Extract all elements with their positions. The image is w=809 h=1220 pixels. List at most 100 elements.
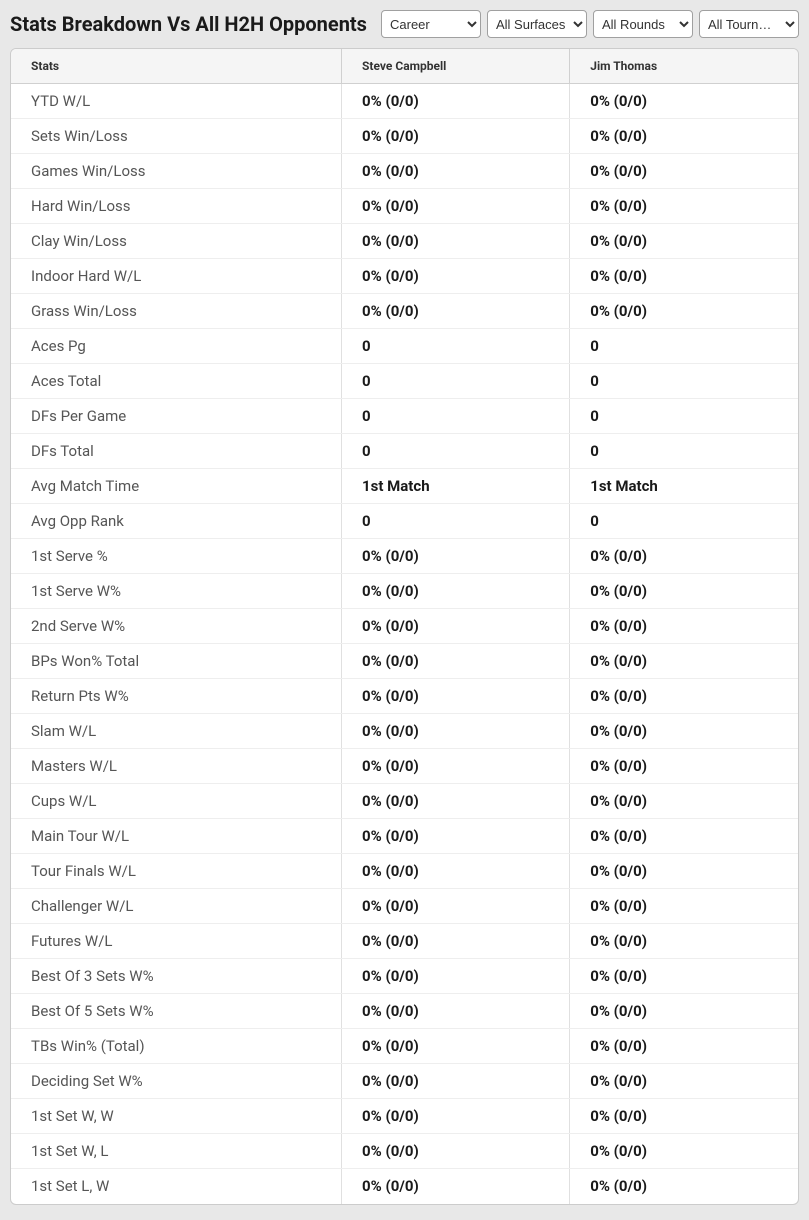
stat-label: Hard Win/Loss — [11, 189, 342, 224]
stat-value: 0% (0/0) — [342, 1099, 570, 1134]
stat-value: 0% (0/0) — [570, 1099, 798, 1134]
stat-label: Futures W/L — [11, 924, 342, 959]
stat-label: YTD W/L — [11, 84, 342, 119]
stat-value: 0% (0/0) — [570, 784, 798, 819]
stat-value: 0% (0/0) — [342, 854, 570, 889]
table-row: 1st Set W, L0% (0/0)0% (0/0) — [11, 1134, 798, 1169]
table-row: Best Of 3 Sets W%0% (0/0)0% (0/0) — [11, 959, 798, 994]
stat-label: 2nd Serve W% — [11, 609, 342, 644]
table-row: Best Of 5 Sets W%0% (0/0)0% (0/0) — [11, 994, 798, 1029]
table-row: Sets Win/Loss0% (0/0)0% (0/0) — [11, 119, 798, 154]
stat-value: 0% (0/0) — [342, 889, 570, 924]
stat-label: 1st Set L, W — [11, 1169, 342, 1204]
table-row: 1st Serve %0% (0/0)0% (0/0) — [11, 539, 798, 574]
stat-label: Clay Win/Loss — [11, 224, 342, 259]
stat-value: 0% (0/0) — [570, 749, 798, 784]
stat-label: TBs Win% (Total) — [11, 1029, 342, 1064]
stat-value: 0% (0/0) — [570, 1064, 798, 1099]
stat-label: Avg Match Time — [11, 469, 342, 504]
stat-label: Best Of 5 Sets W% — [11, 994, 342, 1029]
table-row: Challenger W/L0% (0/0)0% (0/0) — [11, 889, 798, 924]
stat-value: 0 — [342, 399, 570, 434]
stat-value: 0% (0/0) — [570, 1169, 798, 1204]
stat-value: 0% (0/0) — [342, 644, 570, 679]
stat-value: 0% (0/0) — [570, 679, 798, 714]
header-stats: Stats — [11, 49, 342, 84]
stat-value: 0% (0/0) — [570, 994, 798, 1029]
stats-table: Stats Steve Campbell Jim Thomas YTD W/L0… — [11, 49, 798, 1204]
table-row: 1st Serve W%0% (0/0)0% (0/0) — [11, 574, 798, 609]
table-row: Return Pts W%0% (0/0)0% (0/0) — [11, 679, 798, 714]
stat-value: 0 — [342, 434, 570, 469]
stat-label: Deciding Set W% — [11, 1064, 342, 1099]
stat-value: 0% (0/0) — [570, 574, 798, 609]
stat-value: 0% (0/0) — [570, 959, 798, 994]
stat-value: 0% (0/0) — [570, 1134, 798, 1169]
table-row: Avg Opp Rank00 — [11, 504, 798, 539]
rounds-select[interactable]: All Rounds — [593, 10, 693, 38]
stat-value: 0% (0/0) — [342, 224, 570, 259]
stat-value: 0% (0/0) — [570, 84, 798, 119]
stat-label: Tour Finals W/L — [11, 854, 342, 889]
stat-value: 1st Match — [342, 469, 570, 504]
stat-value: 0% (0/0) — [570, 189, 798, 224]
table-row: 1st Set W, W0% (0/0)0% (0/0) — [11, 1099, 798, 1134]
stat-value: 0% (0/0) — [342, 574, 570, 609]
stat-value: 0% (0/0) — [570, 714, 798, 749]
stat-value: 0 — [570, 329, 798, 364]
table-row: Cups W/L0% (0/0)0% (0/0) — [11, 784, 798, 819]
table-row: Main Tour W/L0% (0/0)0% (0/0) — [11, 819, 798, 854]
stat-value: 0 — [342, 504, 570, 539]
stat-value: 0 — [342, 364, 570, 399]
stat-value: 0% (0/0) — [570, 889, 798, 924]
stat-value: 0 — [570, 434, 798, 469]
stat-value: 0% (0/0) — [342, 84, 570, 119]
stat-value: 0% (0/0) — [570, 819, 798, 854]
stat-value: 0% (0/0) — [570, 609, 798, 644]
table-row: DFs Per Game00 — [11, 399, 798, 434]
tournaments-select[interactable]: All Tourn… — [699, 10, 799, 38]
stat-value: 0% (0/0) — [570, 154, 798, 189]
stat-label: 1st Set W, L — [11, 1134, 342, 1169]
table-row: DFs Total00 — [11, 434, 798, 469]
table-row: 1st Set L, W0% (0/0)0% (0/0) — [11, 1169, 798, 1204]
table-header-row: Stats Steve Campbell Jim Thomas — [11, 49, 798, 84]
filters-container: Career All Surfaces All Rounds All Tourn… — [381, 10, 799, 38]
stat-value: 0% (0/0) — [570, 294, 798, 329]
stat-value: 0% (0/0) — [342, 119, 570, 154]
stat-value: 0% (0/0) — [342, 819, 570, 854]
header-player2: Jim Thomas — [570, 49, 798, 84]
career-select[interactable]: Career — [381, 10, 481, 38]
stat-value: 0% (0/0) — [342, 994, 570, 1029]
table-row: Avg Match Time1st Match1st Match — [11, 469, 798, 504]
stat-value: 0% (0/0) — [342, 1064, 570, 1099]
stat-value: 0% (0/0) — [342, 959, 570, 994]
surfaces-select[interactable]: All Surfaces — [487, 10, 587, 38]
stat-label: Main Tour W/L — [11, 819, 342, 854]
stat-label: Masters W/L — [11, 749, 342, 784]
table-row: Grass Win/Loss0% (0/0)0% (0/0) — [11, 294, 798, 329]
stat-value: 0% (0/0) — [342, 294, 570, 329]
table-row: Indoor Hard W/L0% (0/0)0% (0/0) — [11, 259, 798, 294]
table-row: Masters W/L0% (0/0)0% (0/0) — [11, 749, 798, 784]
table-row: Deciding Set W%0% (0/0)0% (0/0) — [11, 1064, 798, 1099]
table-row: Slam W/L0% (0/0)0% (0/0) — [11, 714, 798, 749]
stat-value: 0% (0/0) — [570, 1029, 798, 1064]
stat-value: 0% (0/0) — [570, 224, 798, 259]
stat-value: 1st Match — [570, 469, 798, 504]
table-row: YTD W/L0% (0/0)0% (0/0) — [11, 84, 798, 119]
table-row: TBs Win% (Total)0% (0/0)0% (0/0) — [11, 1029, 798, 1064]
stat-label: Best Of 3 Sets W% — [11, 959, 342, 994]
table-row: Clay Win/Loss0% (0/0)0% (0/0) — [11, 224, 798, 259]
header-player1: Steve Campbell — [342, 49, 570, 84]
stat-value: 0% (0/0) — [570, 539, 798, 574]
stat-label: BPs Won% Total — [11, 644, 342, 679]
stat-label: Slam W/L — [11, 714, 342, 749]
stat-value: 0% (0/0) — [342, 784, 570, 819]
stat-value: 0 — [570, 504, 798, 539]
stat-value: 0% (0/0) — [570, 119, 798, 154]
stat-value: 0% (0/0) — [570, 644, 798, 679]
stat-label: Sets Win/Loss — [11, 119, 342, 154]
table-row: Games Win/Loss0% (0/0)0% (0/0) — [11, 154, 798, 189]
stat-value: 0% (0/0) — [570, 854, 798, 889]
